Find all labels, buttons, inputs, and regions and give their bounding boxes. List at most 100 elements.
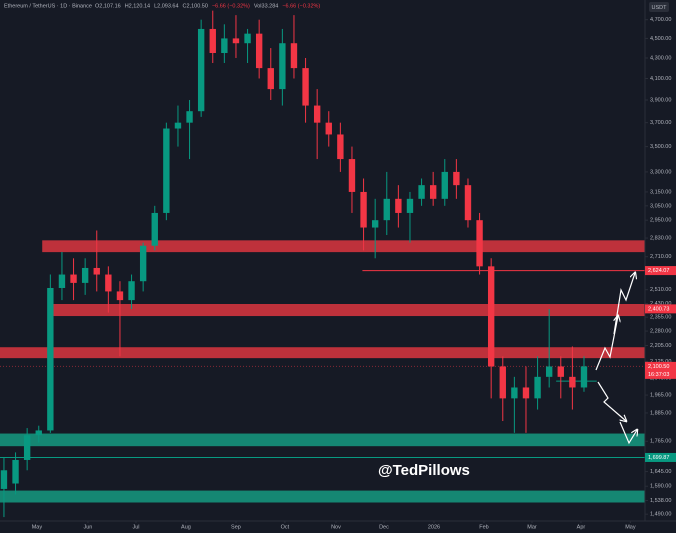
candle-body — [371, 220, 379, 228]
y-tick-label: 2,710.00 — [650, 254, 671, 260]
candle-body — [290, 43, 298, 69]
arrow — [613, 273, 635, 335]
candle-body — [139, 245, 147, 282]
currency: USDT — [652, 5, 668, 11]
zone — [0, 433, 645, 447]
candle-body — [81, 267, 89, 283]
y-tick-label: 2,355.00 — [650, 315, 671, 321]
x-tick-label: Aug — [181, 524, 191, 530]
candle-body — [151, 212, 158, 246]
x-tick-label: Feb — [479, 524, 488, 530]
header-value: O2,107.16 — [95, 3, 121, 9]
y-tick-label: 2,205.00 — [650, 343, 671, 349]
y-tick-label: 1,965.00 — [650, 393, 671, 399]
candle-body — [511, 387, 518, 399]
y-tick-label: 1,490.00 — [650, 512, 671, 518]
x-tick-label: Apr — [577, 524, 586, 530]
candle-body — [441, 171, 448, 199]
candle-body — [221, 38, 228, 54]
y-tick-label: 2,280.00 — [650, 329, 671, 335]
candle-body — [197, 28, 205, 112]
candle-body — [116, 291, 124, 301]
candle-body — [209, 28, 216, 54]
x-tick-label: Jul — [132, 524, 139, 530]
x-tick-label: Oct — [281, 524, 290, 530]
y-tick-label: 2,950.00 — [650, 218, 671, 224]
candle-body — [360, 191, 367, 228]
header-value: −6.66 (−0.32%) — [212, 3, 250, 9]
y-tick-label: 1,590.00 — [650, 484, 671, 490]
candle-body — [487, 266, 495, 367]
y-tick-label: 4,100.00 — [650, 76, 671, 82]
price-tag-label: 2,100.50 — [648, 364, 669, 370]
candle-body — [93, 267, 100, 275]
candle-body — [105, 274, 112, 292]
candle-body — [244, 33, 251, 44]
header-value: C2,100.50 — [183, 3, 208, 9]
candle-body — [569, 376, 576, 388]
price-tag — [645, 452, 676, 462]
x-tick-label: Jun — [83, 524, 92, 530]
x-tick-label: 2026 — [428, 524, 440, 530]
y-tick-label: 1,885.00 — [650, 410, 671, 416]
candle-body — [58, 274, 66, 288]
y-tick-label: 3,050.00 — [650, 203, 671, 209]
y-tick-label: 1,765.00 — [650, 439, 671, 445]
price-tag — [645, 361, 676, 379]
candle-body — [418, 185, 425, 199]
y-tick-label: 2,510.00 — [650, 287, 671, 293]
candle-body — [35, 430, 42, 436]
candle-body — [302, 68, 309, 106]
candle-body — [348, 159, 356, 192]
candle-body — [383, 198, 390, 221]
candle-body — [70, 274, 77, 283]
candle-body — [534, 376, 541, 399]
candle-body — [545, 366, 553, 377]
candle-body — [267, 68, 274, 90]
arrows — [595, 273, 637, 445]
candle-body — [12, 459, 19, 484]
price-tag-label: 1,699.87 — [648, 455, 669, 461]
candle-body — [232, 38, 240, 44]
candle-body — [429, 185, 437, 199]
candle-body — [186, 111, 193, 123]
watermark: @TedPillows — [378, 462, 470, 479]
price-tag — [645, 304, 676, 314]
y-tick-label: 1,645.00 — [650, 469, 671, 475]
zones — [0, 240, 646, 503]
arrow — [595, 316, 618, 371]
x-tick-label: Dec — [379, 524, 389, 530]
currency-box — [649, 2, 669, 12]
x-tick-label: Mar — [527, 524, 537, 530]
price-tag-label: 2,400.73 — [648, 306, 669, 312]
zone — [42, 240, 645, 253]
y-tick-label: 2,125.00 — [650, 359, 671, 365]
price-tag-label: 2,624.07 — [648, 268, 669, 274]
y-tick-label: 4,700.00 — [650, 17, 671, 23]
candle-body — [464, 185, 472, 221]
x-tick-label: Nov — [331, 524, 341, 530]
candles — [0, 10, 588, 518]
y-tick-label: 3,150.00 — [650, 189, 671, 195]
candle-body — [476, 220, 483, 267]
candle-body — [522, 387, 530, 399]
y-tick-label: 1,538.00 — [650, 498, 671, 504]
y-tick-label: 3,700.00 — [650, 120, 671, 126]
axis-labels: 4,700.00 4,500.00 4,300.00 4,100.00 3,900.00… — [32, 17, 672, 530]
x-tick-label: May — [625, 524, 636, 530]
y-tick-label: 3,900.00 — [650, 97, 671, 103]
zone — [0, 347, 645, 359]
y-tick-label: 4,300.00 — [650, 55, 671, 61]
header-value: Vol33.284 — [254, 3, 278, 9]
header-value: H2,120.14 — [125, 3, 150, 9]
candle-body — [580, 366, 588, 388]
candle-body — [163, 128, 170, 213]
header-value: −6.66 (−0.32%) — [282, 3, 320, 9]
candle-body — [499, 366, 506, 399]
candle-body — [47, 287, 54, 431]
candle-body — [557, 366, 564, 377]
candle-body — [23, 435, 31, 460]
candle-body — [128, 281, 135, 301]
